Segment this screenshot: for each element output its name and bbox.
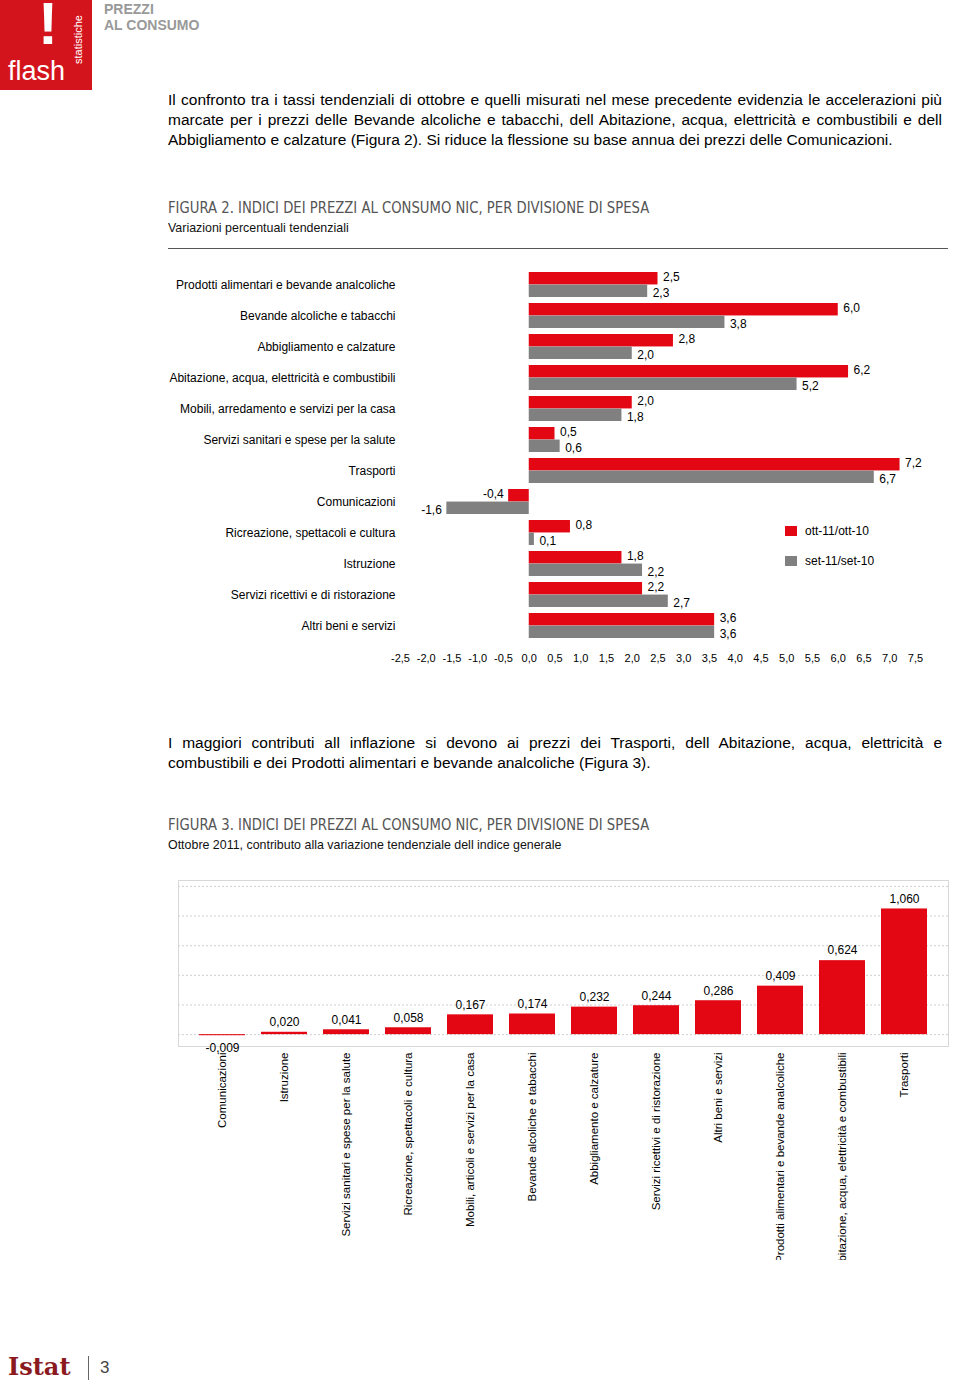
svg-text:Bevande alcoliche e tabacchi: Bevande alcoliche e tabacchi	[526, 1053, 538, 1202]
svg-text:Abbigliamento e calzature: Abbigliamento e calzature	[257, 340, 395, 354]
html-text:Ottobre 2011, contributo alla: Ottobre 2011, contributo alla variazione…	[168, 837, 562, 852]
html-text:I maggiori contributi all infl: I maggiori contributi all inflazione si …	[168, 734, 942, 771]
svg-text:Istruzione: Istruzione	[343, 557, 395, 571]
svg-text:Bevande alcoliche e tabacchi: Bevande alcoliche e tabacchi	[240, 309, 395, 323]
svg-text:0,244: 0,244	[641, 989, 671, 1003]
svg-text:Istruzione: Istruzione	[278, 1053, 290, 1103]
svg-text:2,7: 2,7	[673, 596, 690, 610]
svg-text:0,5: 0,5	[560, 425, 577, 439]
svg-text:Mobili, articoli e servizi per: Mobili, articoli e servizi per la casa	[464, 1052, 476, 1227]
svg-text:7,5: 7,5	[908, 652, 923, 664]
svg-text:0,0: 0,0	[522, 652, 537, 664]
svg-text:3,0: 3,0	[676, 652, 691, 664]
svg-text:5,0: 5,0	[779, 652, 794, 664]
svg-text:2,2: 2,2	[648, 580, 665, 594]
svg-text:Abitazione, acqua, elettricità: Abitazione, acqua, elettricità e combust…	[836, 1053, 848, 1261]
html-text:3: 3	[100, 1358, 110, 1377]
svg-text:Servizi sanitari e spese per l: Servizi sanitari e spese per la salute	[203, 433, 395, 447]
svg-text:0,174: 0,174	[517, 997, 547, 1011]
svg-text:0,8: 0,8	[575, 518, 592, 532]
html-text:FIGURA 3. INDICI DEI PREZZI AL: FIGURA 3. INDICI DEI PREZZI AL CONSUMO N…	[168, 816, 650, 834]
svg-text:0,6: 0,6	[565, 441, 582, 455]
svg-text:Abitazione, acqua, elettricità: Abitazione, acqua, elettricità e combust…	[169, 371, 395, 385]
svg-text:2,0: 2,0	[637, 348, 654, 362]
html-text:PREZZI: PREZZI	[104, 1, 154, 17]
svg-text:1,060: 1,060	[889, 892, 919, 906]
svg-text:2,5: 2,5	[650, 652, 665, 664]
svg-text:1,8: 1,8	[627, 410, 644, 424]
svg-text:5,2: 5,2	[802, 379, 819, 393]
svg-text:0,1: 0,1	[539, 534, 556, 548]
svg-text:Prodotti alimentari e bevande: Prodotti alimentari e bevande analcolich…	[176, 278, 396, 292]
svg-text:4,0: 4,0	[728, 652, 743, 664]
svg-text:Prodotti alimentari e bevande: Prodotti alimentari e bevande analcolich…	[774, 1053, 786, 1261]
svg-text:2,5: 2,5	[663, 270, 680, 284]
svg-text:2,0: 2,0	[625, 652, 640, 664]
svg-text:0,232: 0,232	[579, 990, 609, 1004]
svg-text:0,058: 0,058	[393, 1011, 423, 1025]
svg-text:0,409: 0,409	[765, 969, 795, 983]
svg-text:0,020: 0,020	[269, 1015, 299, 1029]
svg-text:-1,6: -1,6	[421, 503, 442, 517]
svg-text:2,0: 2,0	[637, 394, 654, 408]
svg-text:3,5: 3,5	[702, 652, 717, 664]
svg-text:6,5: 6,5	[856, 652, 871, 664]
svg-text:Trasporti: Trasporti	[898, 1053, 910, 1098]
svg-text:-0,009: -0,009	[205, 1041, 239, 1055]
svg-text:Servizi ricettivi e di ristora: Servizi ricettivi e di ristorazione	[231, 588, 396, 602]
svg-text:2,2: 2,2	[648, 565, 665, 579]
svg-text:-0,4: -0,4	[483, 487, 504, 501]
svg-text:Altri beni e servizi: Altri beni e servizi	[301, 619, 395, 633]
svg-text:-0,5: -0,5	[494, 652, 513, 664]
svg-text:Abbigliamento e calzature: Abbigliamento e calzature	[588, 1053, 600, 1185]
html-text:Istat: Istat	[8, 1352, 71, 1381]
html-text:Il confronto tra i tassi tende: Il confronto tra i tassi tendenziali di …	[168, 91, 942, 148]
html-text:FIGURA 2. INDICI DEI PREZZI AL: FIGURA 2. INDICI DEI PREZZI AL CONSUMO N…	[168, 199, 650, 217]
svg-text:Comunicazioni: Comunicazioni	[216, 1053, 228, 1128]
html-text:Variazioni percentuali tendenz: Variazioni percentuali tendenziali	[168, 220, 349, 235]
svg-text:Ricreazione, spettacoli e cult: Ricreazione, spettacoli e cultura	[402, 1052, 414, 1216]
svg-text:Servizi ricettivi e di ristora: Servizi ricettivi e di ristorazione	[650, 1053, 662, 1211]
html-text:set-11/set-10: set-11/set-10	[805, 554, 875, 569]
svg-text:1,0: 1,0	[573, 652, 588, 664]
svg-text:0,624: 0,624	[827, 943, 857, 957]
svg-text:2,3: 2,3	[653, 286, 670, 300]
svg-text:Mobili, arredamento e servizi: Mobili, arredamento e servizi per la cas…	[180, 402, 396, 416]
svg-text:7,2: 7,2	[905, 456, 922, 470]
svg-text:3,6: 3,6	[720, 627, 737, 641]
svg-text:Comunicazioni: Comunicazioni	[317, 495, 396, 509]
svg-text:3,8: 3,8	[730, 317, 747, 331]
svg-text:-2,0: -2,0	[417, 652, 436, 664]
svg-text:0,167: 0,167	[455, 998, 485, 1012]
svg-text:0,5: 0,5	[547, 652, 562, 664]
svg-text:0,041: 0,041	[331, 1013, 361, 1027]
svg-text:6,2: 6,2	[854, 363, 871, 377]
svg-text:4,5: 4,5	[753, 652, 768, 664]
svg-text:6,0: 6,0	[831, 652, 846, 664]
svg-text:1,8: 1,8	[627, 549, 644, 563]
svg-text:5,5: 5,5	[805, 652, 820, 664]
svg-text:6,0: 6,0	[843, 301, 860, 315]
svg-text:-2,5: -2,5	[391, 652, 410, 664]
html-text:AL CONSUMO: AL CONSUMO	[104, 17, 200, 33]
svg-text:-1,5: -1,5	[443, 652, 462, 664]
svg-text:7,0: 7,0	[882, 652, 897, 664]
svg-text:3,6: 3,6	[720, 611, 737, 625]
svg-text:Ricreazione, spettacoli e cult: Ricreazione, spettacoli e cultura	[225, 526, 395, 540]
html-text:ott-11/ott-10: ott-11/ott-10	[805, 524, 869, 539]
html-text:statistiche: statistiche	[72, 15, 84, 64]
svg-text:Trasporti: Trasporti	[349, 464, 396, 478]
svg-text:-1,0: -1,0	[468, 652, 487, 664]
svg-text:0,286: 0,286	[703, 984, 733, 998]
html-text:flash: flash	[8, 56, 65, 86]
svg-text:1,5: 1,5	[599, 652, 614, 664]
svg-text:Servizi sanitari e spese per l: Servizi sanitari e spese per la salute	[340, 1053, 352, 1237]
svg-text:Altri beni e servizi: Altri beni e servizi	[712, 1053, 724, 1143]
svg-text:2,8: 2,8	[678, 332, 695, 346]
svg-text:6,7: 6,7	[879, 472, 896, 486]
